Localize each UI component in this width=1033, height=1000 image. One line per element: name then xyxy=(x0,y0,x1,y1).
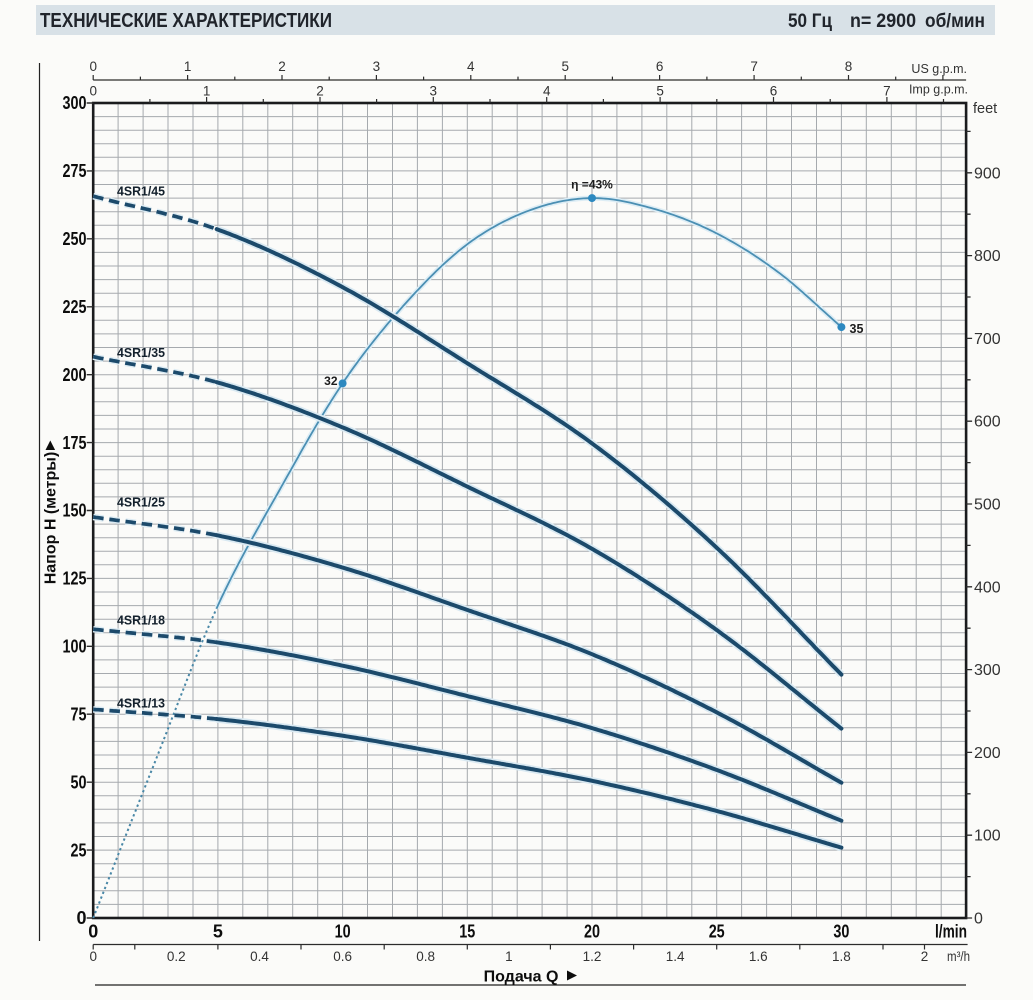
svg-text:US g.p.m.: US g.p.m. xyxy=(911,62,967,76)
svg-text:4SR1/35: 4SR1/35 xyxy=(117,345,165,360)
svg-text:275: 275 xyxy=(63,161,87,181)
svg-text:1: 1 xyxy=(203,84,211,99)
svg-text:0: 0 xyxy=(89,84,97,99)
svg-text:30: 30 xyxy=(833,922,849,942)
svg-text:feet: feet xyxy=(973,101,997,117)
svg-text:m³/h: m³/h xyxy=(947,949,970,964)
svg-text:4: 4 xyxy=(467,59,475,74)
svg-text:150: 150 xyxy=(63,501,87,521)
svg-text:l/min: l/min xyxy=(935,922,967,942)
svg-text:800: 800 xyxy=(974,248,1001,265)
svg-text:1.4: 1.4 xyxy=(666,949,685,964)
svg-text:8: 8 xyxy=(845,59,853,74)
svg-text:700: 700 xyxy=(974,331,1001,348)
svg-text:25: 25 xyxy=(71,840,87,860)
svg-text:Напор H (метры): Напор H (метры) xyxy=(43,452,60,585)
svg-text:1: 1 xyxy=(505,949,513,964)
svg-text:200: 200 xyxy=(63,365,87,385)
svg-text:5: 5 xyxy=(561,59,569,74)
svg-text:6: 6 xyxy=(770,84,778,99)
svg-text:100: 100 xyxy=(63,637,87,657)
svg-text:175: 175 xyxy=(63,433,87,453)
svg-text:300: 300 xyxy=(63,93,87,113)
svg-text:4SR1/25: 4SR1/25 xyxy=(117,495,165,510)
svg-text:2: 2 xyxy=(278,59,286,74)
svg-text:Подача Q: Подача Q xyxy=(484,969,559,986)
svg-text:50: 50 xyxy=(71,772,87,792)
svg-text:1: 1 xyxy=(184,59,192,74)
svg-text:35: 35 xyxy=(850,322,864,336)
svg-text:7: 7 xyxy=(750,59,758,74)
svg-text:η =43%: η =43% xyxy=(571,178,613,192)
svg-text:4SR1/45: 4SR1/45 xyxy=(117,184,165,199)
svg-text:225: 225 xyxy=(63,297,87,317)
svg-text:15: 15 xyxy=(459,922,475,942)
svg-text:7: 7 xyxy=(883,84,891,99)
svg-text:10: 10 xyxy=(335,922,351,942)
svg-text:5: 5 xyxy=(656,84,664,99)
svg-text:0: 0 xyxy=(76,908,86,928)
svg-text:600: 600 xyxy=(974,414,1001,431)
svg-text:0: 0 xyxy=(89,949,97,964)
svg-text:250: 250 xyxy=(63,229,87,249)
svg-text:25: 25 xyxy=(709,922,725,942)
svg-text:100: 100 xyxy=(974,828,1001,845)
svg-text:20: 20 xyxy=(584,922,600,942)
svg-text:0: 0 xyxy=(89,59,97,74)
svg-text:0.2: 0.2 xyxy=(167,949,186,964)
svg-text:4: 4 xyxy=(543,84,551,99)
svg-text:400: 400 xyxy=(974,579,1001,596)
svg-text:3: 3 xyxy=(373,59,381,74)
svg-text:5: 5 xyxy=(213,922,223,942)
svg-text:2: 2 xyxy=(316,84,324,99)
svg-text:200: 200 xyxy=(974,745,1001,762)
svg-text:300: 300 xyxy=(974,662,1001,679)
svg-text:900: 900 xyxy=(974,165,1001,182)
svg-text:32: 32 xyxy=(324,374,338,388)
svg-text:500: 500 xyxy=(974,497,1001,514)
svg-text:0.8: 0.8 xyxy=(416,949,435,964)
svg-text:4SR1/13: 4SR1/13 xyxy=(117,696,165,711)
svg-text:Imp g.p.m.: Imp g.p.m. xyxy=(909,83,968,97)
svg-text:3: 3 xyxy=(430,84,438,99)
svg-text:1.8: 1.8 xyxy=(832,949,851,964)
svg-text:4SR1/18: 4SR1/18 xyxy=(117,613,165,628)
svg-text:1.6: 1.6 xyxy=(749,949,768,964)
svg-text:ТЕХНИЧЕСКИЕ ХАРАКТЕРИСТИКИ: ТЕХНИЧЕСКИЕ ХАРАКТЕРИСТИКИ xyxy=(40,10,332,32)
svg-text:0.6: 0.6 xyxy=(333,949,352,964)
svg-text:2: 2 xyxy=(921,949,929,964)
svg-text:0: 0 xyxy=(88,922,98,942)
svg-text:0.4: 0.4 xyxy=(250,949,269,964)
svg-text:125: 125 xyxy=(63,569,87,589)
svg-text:1.2: 1.2 xyxy=(583,949,602,964)
svg-text:0: 0 xyxy=(974,911,983,928)
svg-text:6: 6 xyxy=(656,59,664,74)
svg-text:75: 75 xyxy=(71,705,87,725)
